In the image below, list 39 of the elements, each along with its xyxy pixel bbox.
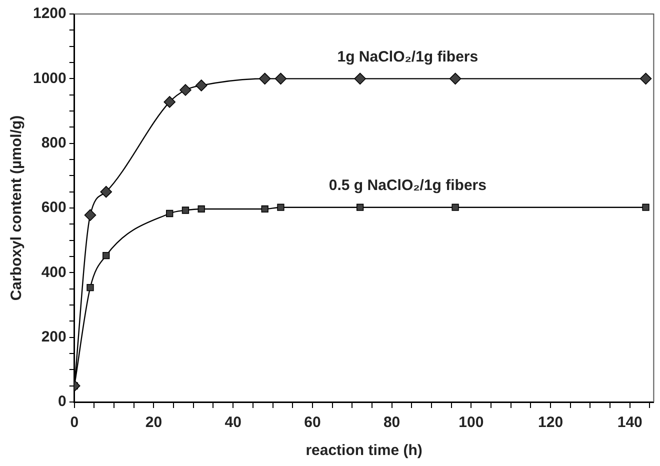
y-tick-label: 200 [41,328,66,346]
point [180,84,192,96]
series-label: 0.5 g NaClO₂/1g fibers [328,176,486,194]
x-axis-title: reaction time (h) [306,442,422,460]
point [356,204,364,211]
x-tick-label: 80 [383,414,400,432]
y-tick-label: 600 [41,199,66,216]
point [86,284,94,292]
x-tick-label: 0 [70,414,79,432]
point [452,204,459,211]
point [354,72,366,85]
y-tick-label: 1000 [32,70,66,87]
point [195,80,208,92]
y-tick-label: 400 [41,264,66,281]
point [258,72,271,85]
point [642,204,650,211]
x-tick-label: 140 [617,414,642,432]
point [198,205,205,213]
y-tick-label: 0 [58,393,66,410]
point [277,204,284,211]
x-tick-label: 60 [304,414,321,432]
y-tick-label: 800 [41,134,66,152]
x-tick-label: 20 [145,414,162,432]
point [84,209,96,222]
point [100,186,112,198]
point [164,96,176,108]
point [449,72,462,85]
point [261,205,268,213]
x-tick-label: 40 [224,414,242,432]
point [274,72,287,85]
y-axis-title: Carboxyl content (µmol/g) [8,115,26,301]
y-tick-label: 1200 [32,5,66,22]
point [182,206,190,214]
point [102,252,110,260]
series-label: 1g NaClO₂/1g fibers [337,48,478,66]
point [166,210,174,218]
x-tick-label: 120 [538,414,564,432]
x-tick-label: 100 [458,414,484,432]
point [640,72,652,85]
